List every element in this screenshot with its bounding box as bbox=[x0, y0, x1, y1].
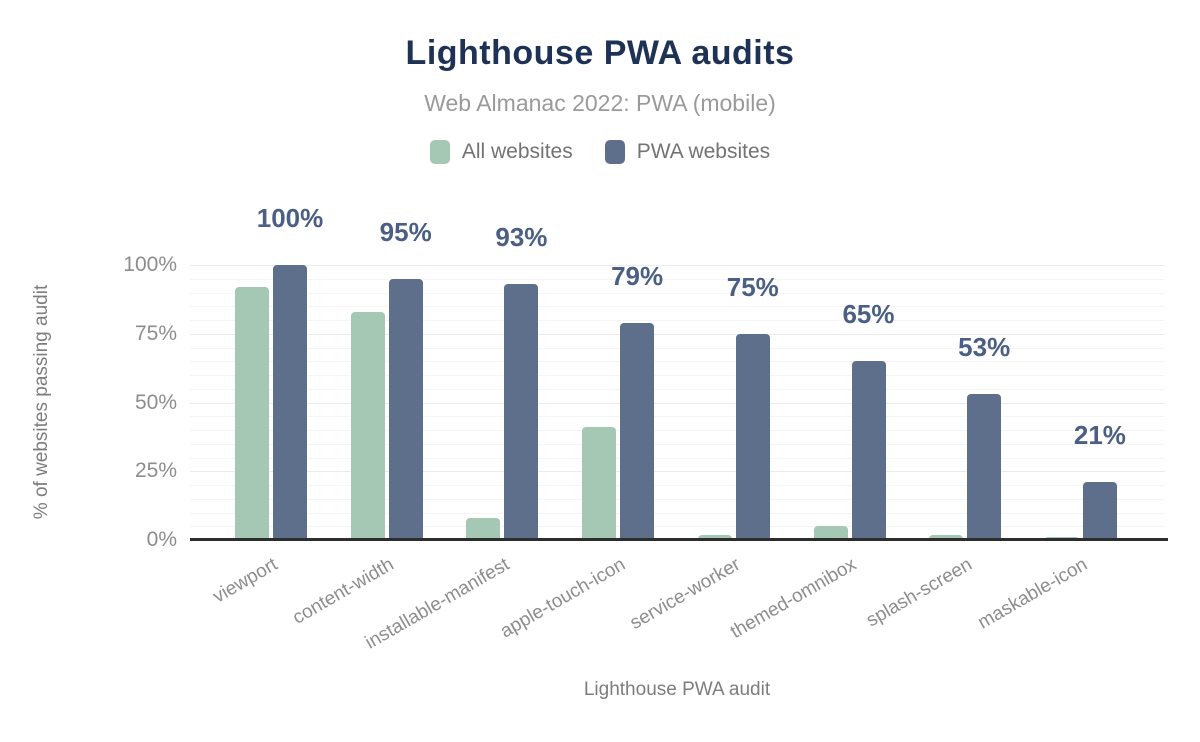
bar-all-websites-service-worker bbox=[697, 534, 732, 540]
gridline bbox=[190, 388, 1165, 390]
bar-value-label: 79% bbox=[611, 260, 664, 291]
bar-pwa-websites-installable-manifest bbox=[504, 284, 539, 540]
y-axis-tick-label: 100% bbox=[123, 253, 177, 276]
bar-value-label: 53% bbox=[958, 332, 1011, 363]
gridline bbox=[190, 333, 1165, 335]
bar-pwa-websites-maskable-icon bbox=[1082, 482, 1117, 540]
y-axis-tick-label: 25% bbox=[134, 459, 177, 483]
legend-item-pwa-websites: PWA websites bbox=[604, 140, 771, 164]
legend-swatch-all-websites bbox=[429, 140, 450, 164]
gridline bbox=[190, 485, 1165, 486]
x-axis-category-label: apple-touch-icon bbox=[496, 554, 629, 643]
bar-all-websites-installable-manifest bbox=[466, 518, 501, 540]
legend-item-all-websites: All websites bbox=[429, 140, 573, 164]
x-axis-line bbox=[190, 538, 1168, 541]
x-axis-category-label: maskable-icon bbox=[974, 554, 1092, 634]
bar-value-label: 93% bbox=[495, 222, 548, 253]
bar-all-websites-themed-omnibox bbox=[813, 526, 848, 540]
bar-value-label: 75% bbox=[726, 271, 779, 302]
x-axis-category-label: splash-screen bbox=[862, 554, 976, 632]
gridline bbox=[190, 375, 1165, 376]
bar-value-label: 65% bbox=[842, 299, 895, 330]
x-axis-category-label: themed-omnibox bbox=[726, 554, 860, 643]
bar-all-websites-apple-touch-icon bbox=[582, 427, 617, 540]
bar-pwa-websites-service-worker bbox=[735, 333, 770, 540]
x-axis-category-label: viewport bbox=[209, 554, 282, 608]
x-axis-category-label: content-width bbox=[288, 554, 398, 629]
gridline bbox=[190, 512, 1165, 514]
gridline bbox=[190, 320, 1165, 321]
legend-swatch-pwa-websites bbox=[604, 140, 625, 164]
chart-subtitle: Web Almanac 2022: PWA (mobile) bbox=[424, 90, 776, 116]
gridline bbox=[190, 443, 1165, 445]
gridline bbox=[190, 306, 1165, 308]
gridline bbox=[190, 402, 1165, 404]
bar-all-websites-viewport bbox=[235, 287, 269, 540]
bar-pwa-websites-apple-touch-icon bbox=[620, 322, 655, 540]
bar-all-websites-content-width bbox=[350, 311, 385, 540]
legend: All websites PWA websites bbox=[0, 140, 1200, 164]
bar-pwa-websites-themed-omnibox bbox=[851, 361, 886, 540]
gridline bbox=[190, 347, 1165, 349]
gridline bbox=[190, 526, 1165, 528]
gridline bbox=[190, 457, 1165, 459]
bar-pwa-websites-viewport bbox=[273, 265, 307, 540]
gridline bbox=[190, 265, 1165, 266]
bar-pwa-websites-content-width bbox=[388, 278, 423, 540]
gridline bbox=[190, 361, 1165, 363]
x-axis-title: Lighthouse PWA audit bbox=[583, 679, 771, 700]
bar-value-label: 21% bbox=[1073, 420, 1126, 451]
y-axis-tick-label: 0% bbox=[146, 528, 177, 551]
bar-value-label: 100% bbox=[256, 203, 324, 233]
gridline bbox=[190, 471, 1165, 473]
y-axis-title: % of websites passing audit bbox=[31, 284, 52, 520]
gridline bbox=[190, 498, 1165, 500]
gridline bbox=[190, 292, 1165, 294]
x-axis-category-label: service-worker bbox=[626, 554, 745, 634]
bar-value-label: 95% bbox=[379, 216, 432, 247]
bar-all-websites-splash-screen bbox=[929, 534, 964, 540]
y-axis-tick-label: 50% bbox=[134, 390, 177, 414]
legend-label-all-websites: All websites bbox=[461, 140, 573, 163]
gridline bbox=[190, 278, 1165, 280]
chart-title: Lighthouse PWA audits bbox=[405, 34, 795, 72]
bar-pwa-websites-splash-screen bbox=[967, 394, 1002, 540]
gridline bbox=[190, 416, 1165, 418]
y-axis-tick-label: 75% bbox=[134, 321, 177, 345]
gridline bbox=[190, 430, 1165, 431]
legend-label-pwa-websites: PWA websites bbox=[636, 140, 771, 163]
